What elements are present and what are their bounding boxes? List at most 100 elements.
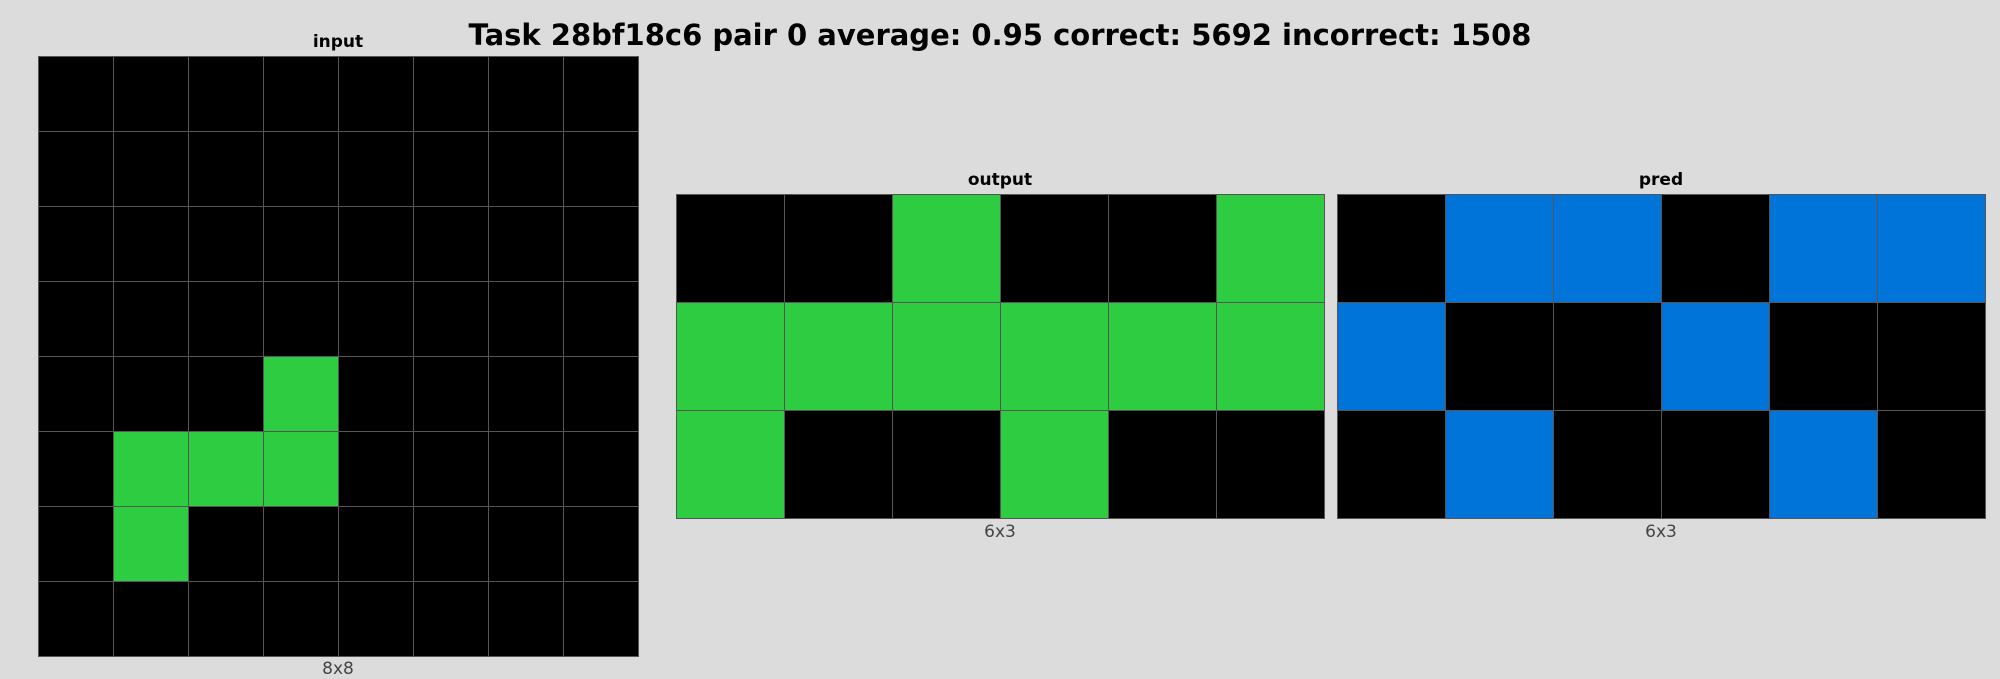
input-cell-r7-c5 (414, 582, 488, 656)
input-cell-r3-c7 (564, 282, 638, 356)
input-cell-r4-c7 (564, 357, 638, 431)
input-cell-r5-c0 (39, 432, 113, 506)
input-cell-r7-c3 (264, 582, 338, 656)
output-grid (676, 194, 1325, 519)
input-cell-r7-c2 (189, 582, 263, 656)
pred-cell-r2-c2 (1554, 411, 1661, 518)
pred-cell-r2-c4 (1770, 411, 1877, 518)
input-cell-r4-c6 (489, 357, 563, 431)
input-cell-r6-c4 (339, 507, 413, 581)
input-cell-r3-c3 (264, 282, 338, 356)
input-cell-r1-c4 (339, 132, 413, 206)
input-cell-r1-c3 (264, 132, 338, 206)
pred-cell-r1-c2 (1554, 303, 1661, 410)
input-cell-r3-c4 (339, 282, 413, 356)
input-cell-r6-c7 (564, 507, 638, 581)
input-cell-r1-c2 (189, 132, 263, 206)
input-size-label: 8x8 (322, 659, 354, 679)
pred-cell-r2-c5 (1878, 411, 1985, 518)
input-cell-r1-c0 (39, 132, 113, 206)
output-cell-r0-c1 (785, 195, 892, 302)
input-cell-r4-c3 (264, 357, 338, 431)
output-cell-r2-c3 (1001, 411, 1108, 518)
pred-cell-r1-c1 (1446, 303, 1553, 410)
input-cell-r2-c7 (564, 207, 638, 281)
input-panel-title: input (312, 32, 364, 52)
pred-cell-r1-c3 (1662, 303, 1769, 410)
input-cell-r3-c6 (489, 282, 563, 356)
input-cell-r3-c0 (39, 282, 113, 356)
output-size-label: 6x3 (984, 522, 1016, 542)
pred-cell-r0-c4 (1770, 195, 1877, 302)
pred-cell-r1-c5 (1878, 303, 1985, 410)
input-cell-r4-c2 (189, 357, 263, 431)
input-cell-r2-c6 (489, 207, 563, 281)
output-cell-r2-c2 (893, 411, 1000, 518)
input-cell-r5-c1 (114, 432, 188, 506)
input-cell-r3-c5 (414, 282, 488, 356)
output-panel-title: output (967, 170, 1033, 190)
input-cell-r0-c5 (414, 57, 488, 131)
input-cell-r0-c0 (39, 57, 113, 131)
pred-cell-r2-c0 (1338, 411, 1445, 518)
pred-panel-title: pred (1638, 170, 1684, 190)
input-cell-r2-c4 (339, 207, 413, 281)
input-cell-r6-c1 (114, 507, 188, 581)
output-cell-r1-c1 (785, 303, 892, 410)
input-cell-r1-c7 (564, 132, 638, 206)
input-cell-r1-c5 (414, 132, 488, 206)
input-cell-r3-c2 (189, 282, 263, 356)
input-cell-r7-c1 (114, 582, 188, 656)
output-cell-r1-c0 (677, 303, 784, 410)
input-cell-r6-c6 (489, 507, 563, 581)
input-cell-r2-c3 (264, 207, 338, 281)
pred-cell-r0-c2 (1554, 195, 1661, 302)
input-grid (38, 56, 639, 657)
input-cell-r6-c2 (189, 507, 263, 581)
input-cell-r6-c3 (264, 507, 338, 581)
input-cell-r2-c5 (414, 207, 488, 281)
input-cell-r4-c4 (339, 357, 413, 431)
pred-cell-r0-c0 (1338, 195, 1445, 302)
input-cell-r4-c0 (39, 357, 113, 431)
input-cell-r5-c4 (339, 432, 413, 506)
input-cell-r1-c1 (114, 132, 188, 206)
pred-cell-r1-c4 (1770, 303, 1877, 410)
input-cell-r2-c1 (114, 207, 188, 281)
pred-size-label: 6x3 (1645, 522, 1677, 542)
output-cell-r2-c1 (785, 411, 892, 518)
output-cell-r1-c2 (893, 303, 1000, 410)
output-cell-r0-c2 (893, 195, 1000, 302)
input-cell-r6-c5 (414, 507, 488, 581)
pred-cell-r2-c3 (1662, 411, 1769, 518)
input-cell-r7-c0 (39, 582, 113, 656)
figure-title: Task 28bf18c6 pair 0 average: 0.95 corre… (468, 18, 1532, 52)
input-cell-r1-c6 (489, 132, 563, 206)
input-cell-r5-c3 (264, 432, 338, 506)
input-cell-r4-c1 (114, 357, 188, 431)
pred-cell-r2-c1 (1446, 411, 1553, 518)
pred-cell-r0-c5 (1878, 195, 1985, 302)
output-cell-r0-c3 (1001, 195, 1108, 302)
output-cell-r2-c5 (1217, 411, 1324, 518)
input-cell-r3-c1 (114, 282, 188, 356)
input-cell-r5-c5 (414, 432, 488, 506)
input-cell-r5-c6 (489, 432, 563, 506)
input-cell-r2-c0 (39, 207, 113, 281)
output-cell-r1-c5 (1217, 303, 1324, 410)
input-cell-r0-c6 (489, 57, 563, 131)
input-cell-r0-c2 (189, 57, 263, 131)
output-cell-r1-c4 (1109, 303, 1216, 410)
output-cell-r0-c0 (677, 195, 784, 302)
input-cell-r7-c6 (489, 582, 563, 656)
output-cell-r0-c5 (1217, 195, 1324, 302)
input-cell-r4-c5 (414, 357, 488, 431)
input-cell-r7-c4 (339, 582, 413, 656)
input-cell-r5-c2 (189, 432, 263, 506)
output-cell-r1-c3 (1001, 303, 1108, 410)
input-cell-r0-c7 (564, 57, 638, 131)
pred-cell-r1-c0 (1338, 303, 1445, 410)
output-cell-r2-c4 (1109, 411, 1216, 518)
output-cell-r0-c4 (1109, 195, 1216, 302)
input-cell-r0-c4 (339, 57, 413, 131)
